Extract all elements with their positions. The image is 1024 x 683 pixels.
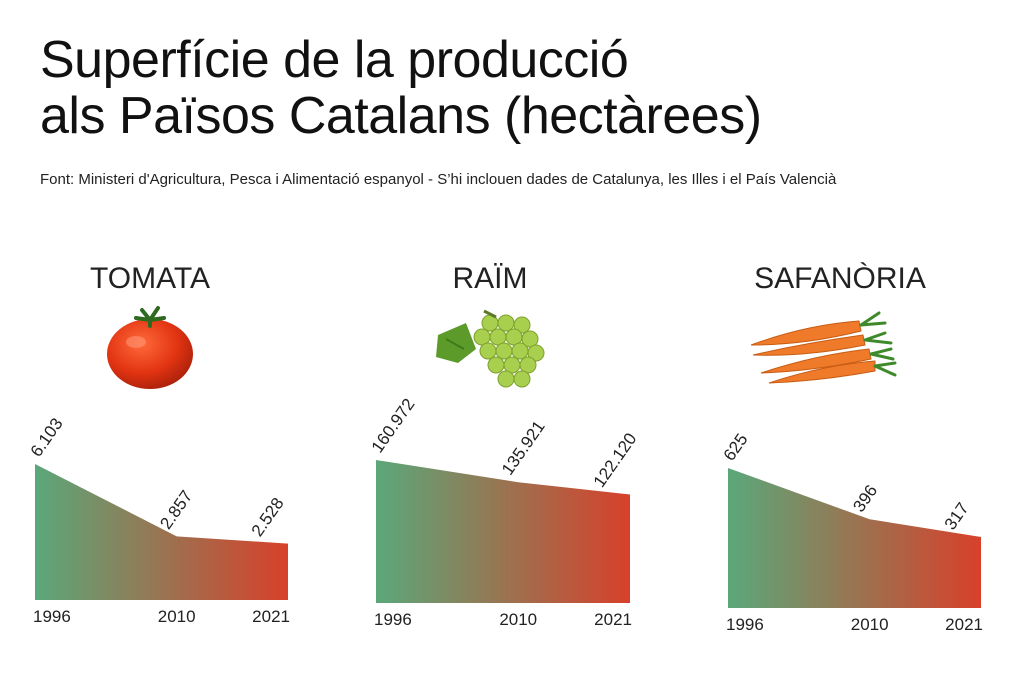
source-note: Font: Ministeri d'Agricultura, Pesca i A… [40, 171, 837, 188]
area-chart-safanoria: 625 1996 396 2010 317 2021 [720, 430, 983, 634]
title-line-1: Superfície de la producció [40, 31, 629, 89]
x-tick-label: 2021 [252, 607, 290, 626]
area-chart-raim: 160.972 1996 135.921 2010 122.120 2021 [368, 395, 641, 629]
area-fill [376, 460, 630, 603]
x-tick-label: 2021 [945, 615, 983, 634]
carrots-icon [750, 311, 897, 384]
grapes-icon [436, 309, 545, 388]
chart-title: RAÏM [452, 262, 528, 295]
x-tick-label: 2010 [499, 610, 537, 629]
data-label: 160.972 [368, 395, 419, 456]
area-fill [728, 468, 981, 608]
data-label: 317 [941, 499, 973, 533]
title-line-2: als Països Catalans (hectàrees) [40, 87, 762, 145]
x-tick-label: 2021 [594, 610, 632, 629]
data-label: 396 [849, 481, 881, 515]
data-label: 625 [720, 430, 752, 464]
tomato-icon [107, 306, 193, 389]
chart-title: SAFANÒRIA [754, 262, 926, 295]
chart-title: TOMATA [90, 262, 210, 295]
x-tick-label: 2010 [158, 607, 196, 626]
data-label: 6.103 [27, 415, 67, 461]
x-tick-label: 1996 [33, 607, 71, 626]
chart-panel-safanoria: SAFANÒRIA 625 1996 396 2010 317 2021 [690, 250, 990, 650]
data-label: 135.921 [498, 417, 549, 478]
area-fill [35, 464, 288, 600]
area-chart-tomata: 6.103 1996 2.857 2010 2.528 2021 [27, 415, 290, 626]
chart-panel-tomata: TOMATA 6.103 1996 2.857 2010 2.528 2021 [0, 250, 300, 650]
data-label: 122.120 [590, 430, 641, 491]
data-label: 2.528 [248, 494, 288, 540]
x-tick-label: 2010 [851, 615, 889, 634]
chart-panel-raim: RAÏM 160.972 1996 135.921 2010 122.120 2021 [340, 250, 641, 650]
x-tick-label: 1996 [374, 610, 412, 629]
page-title: Superfície de la producció als Països Ca… [40, 32, 762, 144]
data-label: 2.857 [156, 487, 196, 533]
x-tick-label: 1996 [726, 615, 764, 634]
